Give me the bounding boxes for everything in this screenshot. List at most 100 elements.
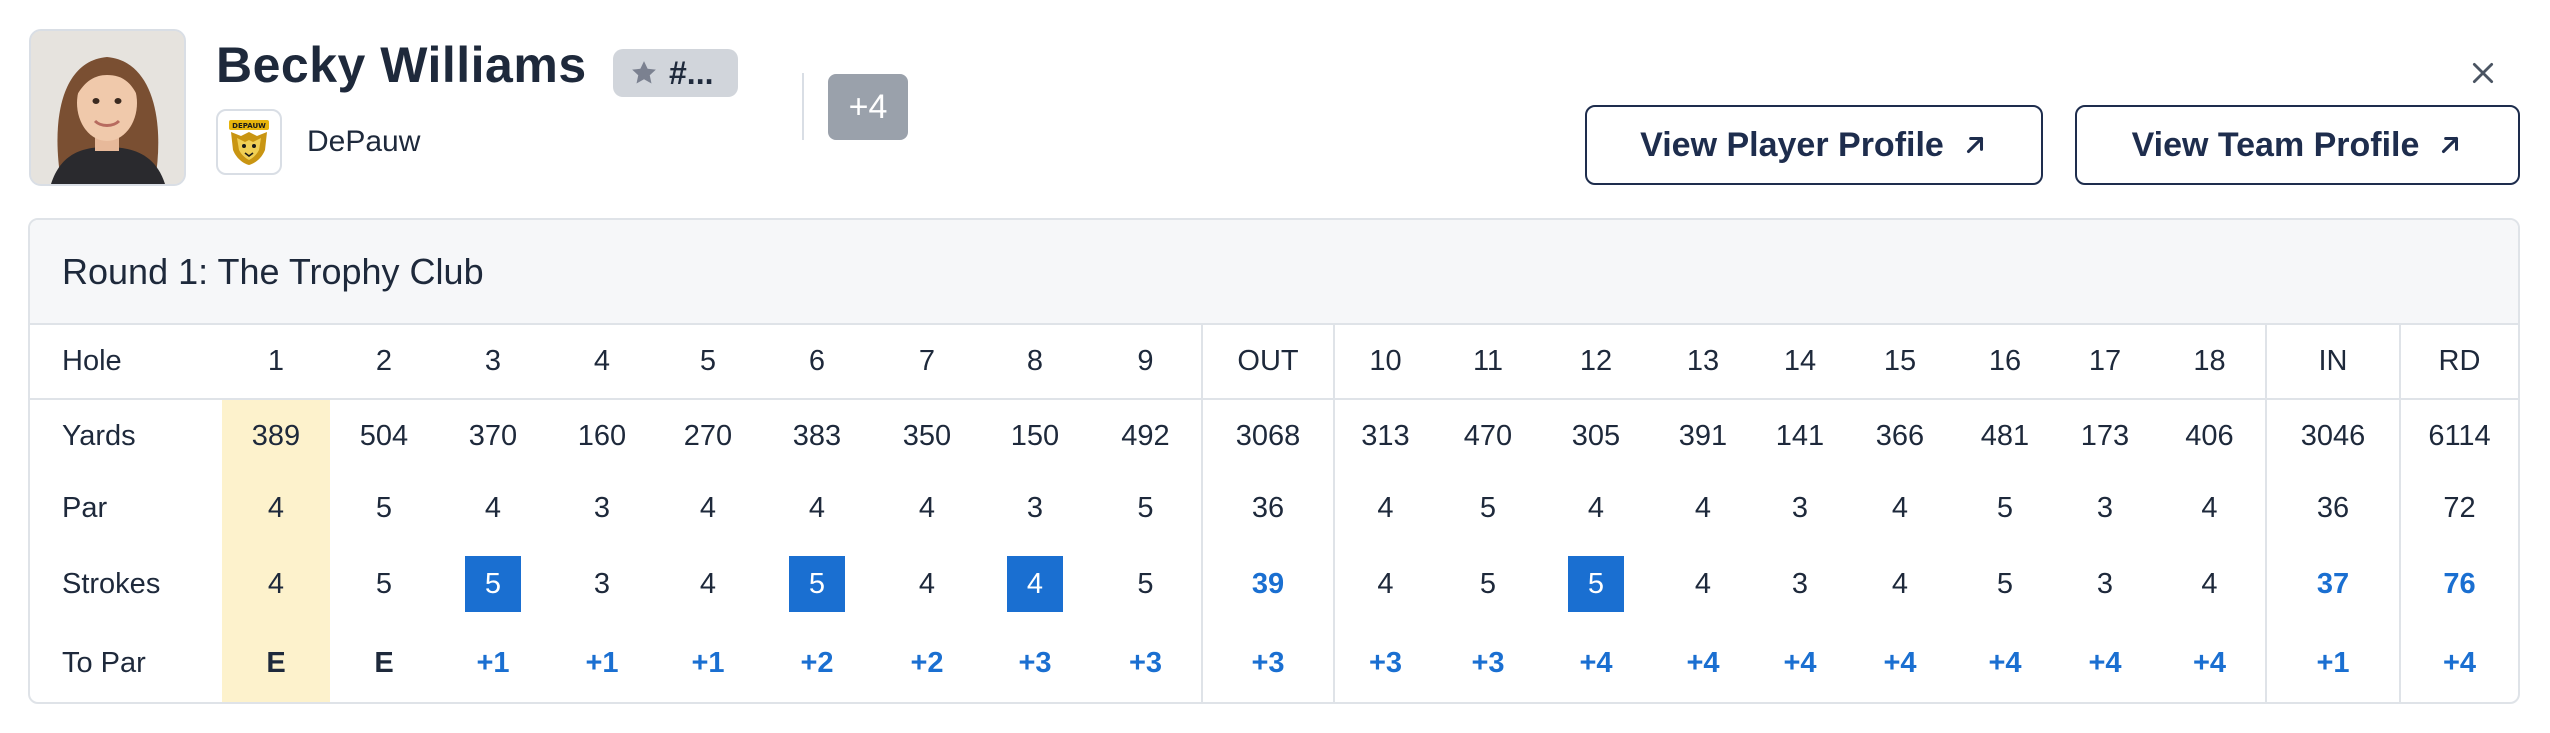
cell-strokes-17: 3 bbox=[2056, 544, 2154, 624]
team-name[interactable]: DePauw bbox=[307, 125, 421, 158]
cell-to-par-15: +4 bbox=[1846, 624, 1954, 702]
strokes-total: 76 bbox=[2443, 567, 2476, 600]
to-par-value: +4 bbox=[1783, 646, 1817, 679]
cell-to-par-13: +4 bbox=[1652, 624, 1754, 702]
cell-hole-11: 11 bbox=[1436, 325, 1540, 400]
cell-yards-12: 305 bbox=[1571, 420, 1621, 452]
cell-par-17: 3 bbox=[2096, 492, 2114, 524]
cell-strokes-12: 5 bbox=[1540, 544, 1652, 624]
to-par-value: +3 bbox=[1128, 646, 1163, 679]
strokes-value: 5 bbox=[1137, 567, 1154, 600]
cell-to-par-rd: +4 bbox=[2399, 624, 2518, 702]
cell-hole-13: 13 bbox=[1652, 325, 1754, 400]
strokes-value: 4 bbox=[2201, 567, 2218, 600]
to-par-value: +2 bbox=[800, 646, 834, 679]
cell-to-par-in: +1 bbox=[2265, 624, 2400, 702]
cell-hole-17: 17 bbox=[2056, 325, 2154, 400]
to-par-value: E bbox=[374, 646, 394, 679]
to-par-value: +4 bbox=[1988, 646, 2022, 679]
view-team-profile-button[interactable]: View Team Profile bbox=[2075, 105, 2520, 185]
strokes-value: 5 bbox=[1479, 567, 1497, 600]
star-icon bbox=[632, 61, 656, 84]
cell-par-16: 5 bbox=[1996, 492, 2014, 524]
cell-hole-in: IN bbox=[2265, 325, 2400, 400]
bogey-marker: 5 bbox=[1568, 556, 1624, 612]
to-par-value: +3 bbox=[1368, 646, 1403, 679]
cell-to-par-17: +4 bbox=[2056, 624, 2154, 702]
score-badge: +4 bbox=[828, 74, 908, 140]
cell-hole-2: 2 bbox=[330, 325, 438, 400]
strokes-value: 4 bbox=[699, 567, 717, 600]
to-par-value: +1 bbox=[585, 646, 619, 679]
cell-strokes-out: 39 bbox=[1201, 544, 1334, 624]
strokes-value: 4 bbox=[1377, 567, 1394, 600]
par-row: Par 4 5 4 3 4 4 4 3 5 36 4 5 4 4 3 4 5 3 4 36 72 bbox=[30, 473, 2518, 544]
to-par-value: +4 bbox=[2088, 646, 2122, 679]
hole-row: Hole 1 2 3 4 5 6 7 8 9 OUT 10 11 12 13 14 15 16 17 18 IN RD bbox=[30, 325, 2518, 400]
strokes-value: 4 bbox=[918, 567, 936, 600]
cell-hole-out: OUT bbox=[1201, 325, 1334, 400]
cell-to-par-1: E bbox=[222, 624, 330, 702]
cell-hole-7: 7 bbox=[874, 325, 980, 400]
close-icon bbox=[2472, 62, 2494, 84]
cell-par-6: 4 bbox=[808, 492, 826, 524]
cell-yards-13: 391 bbox=[1678, 420, 1728, 452]
rank-label: #... bbox=[669, 54, 714, 91]
cell-hole-rd: RD bbox=[2399, 325, 2518, 400]
scorecard-header: Round 1: The Trophy Club bbox=[30, 220, 2518, 325]
cell-par-10: 4 bbox=[1333, 473, 1436, 544]
to-par-value: E bbox=[266, 646, 286, 679]
cell-yards-9: 492 bbox=[1121, 420, 1170, 452]
strokes-total: 37 bbox=[2316, 567, 2350, 600]
cell-yards-6: 383 bbox=[792, 420, 842, 452]
strokes-row-label: Strokes bbox=[62, 567, 161, 600]
cell-par-8: 3 bbox=[1026, 492, 1044, 524]
to-par-value: +3 bbox=[1018, 646, 1052, 679]
bogey-marker: 5 bbox=[465, 556, 521, 612]
cell-strokes-10: 4 bbox=[1333, 544, 1436, 624]
cell-par-15: 4 bbox=[1891, 492, 1909, 524]
cell-yards-10: 313 bbox=[1333, 399, 1436, 473]
view-team-profile-label: View Team Profile bbox=[2131, 125, 2420, 164]
to-par-value: +4 bbox=[1686, 646, 1720, 679]
cell-strokes-11: 5 bbox=[1436, 544, 1540, 624]
cell-strokes-8: 4 bbox=[980, 544, 1090, 624]
yards-row-label: Yards bbox=[62, 420, 136, 452]
cell-yards-17: 173 bbox=[2080, 420, 2130, 452]
strokes-value: 4 bbox=[1891, 567, 1909, 600]
to-par-value: +1 bbox=[476, 646, 510, 679]
yards-row: Yards 389 504 370 160 270 383 350 150 492 3068 313 4… bbox=[30, 399, 2518, 473]
to-par-value: +1 bbox=[691, 646, 725, 679]
to-par-value: +3 bbox=[1471, 646, 1505, 679]
strokes-value: 4 bbox=[267, 567, 285, 600]
to-par-value: +4 bbox=[2192, 646, 2227, 679]
cell-to-par-11: +3 bbox=[1436, 624, 1540, 702]
team-logo-text: DEPAUW bbox=[232, 122, 266, 130]
cell-strokes-4: 3 bbox=[548, 544, 656, 624]
cell-par-4: 3 bbox=[593, 492, 611, 524]
cell-hole-8: 8 bbox=[980, 325, 1090, 400]
cell-yards-15: 366 bbox=[1875, 420, 1925, 452]
to-par-value: +4 bbox=[2442, 646, 2477, 679]
bogey-marker: 5 bbox=[789, 556, 845, 612]
to-par-value: +4 bbox=[1579, 646, 1613, 679]
cell-par-3: 4 bbox=[484, 492, 502, 524]
strokes-value: 3 bbox=[2096, 567, 2114, 600]
cell-strokes-in: 37 bbox=[2265, 544, 2400, 624]
cell-yards-rd: 6114 bbox=[2399, 399, 2518, 473]
cell-par-2: 5 bbox=[375, 492, 393, 524]
cell-hole-10: 10 bbox=[1333, 325, 1436, 400]
cell-par-7: 4 bbox=[918, 492, 936, 524]
cell-to-par-3: +1 bbox=[438, 624, 548, 702]
view-player-profile-button[interactable]: View Player Profile bbox=[1585, 105, 2043, 185]
cell-par-12: 4 bbox=[1587, 492, 1605, 524]
cell-to-par-16: +4 bbox=[1954, 624, 2056, 702]
cell-hole-1: 1 bbox=[222, 325, 330, 400]
close-button[interactable] bbox=[2460, 50, 2506, 96]
strokes-total: 39 bbox=[1251, 567, 1285, 600]
cell-yards-18: 406 bbox=[2185, 420, 2234, 452]
cell-strokes-9: 5 bbox=[1090, 544, 1202, 624]
cell-hole-9: 9 bbox=[1090, 325, 1202, 400]
cell-hole-4: 4 bbox=[548, 325, 656, 400]
cell-strokes-2: 5 bbox=[330, 544, 438, 624]
